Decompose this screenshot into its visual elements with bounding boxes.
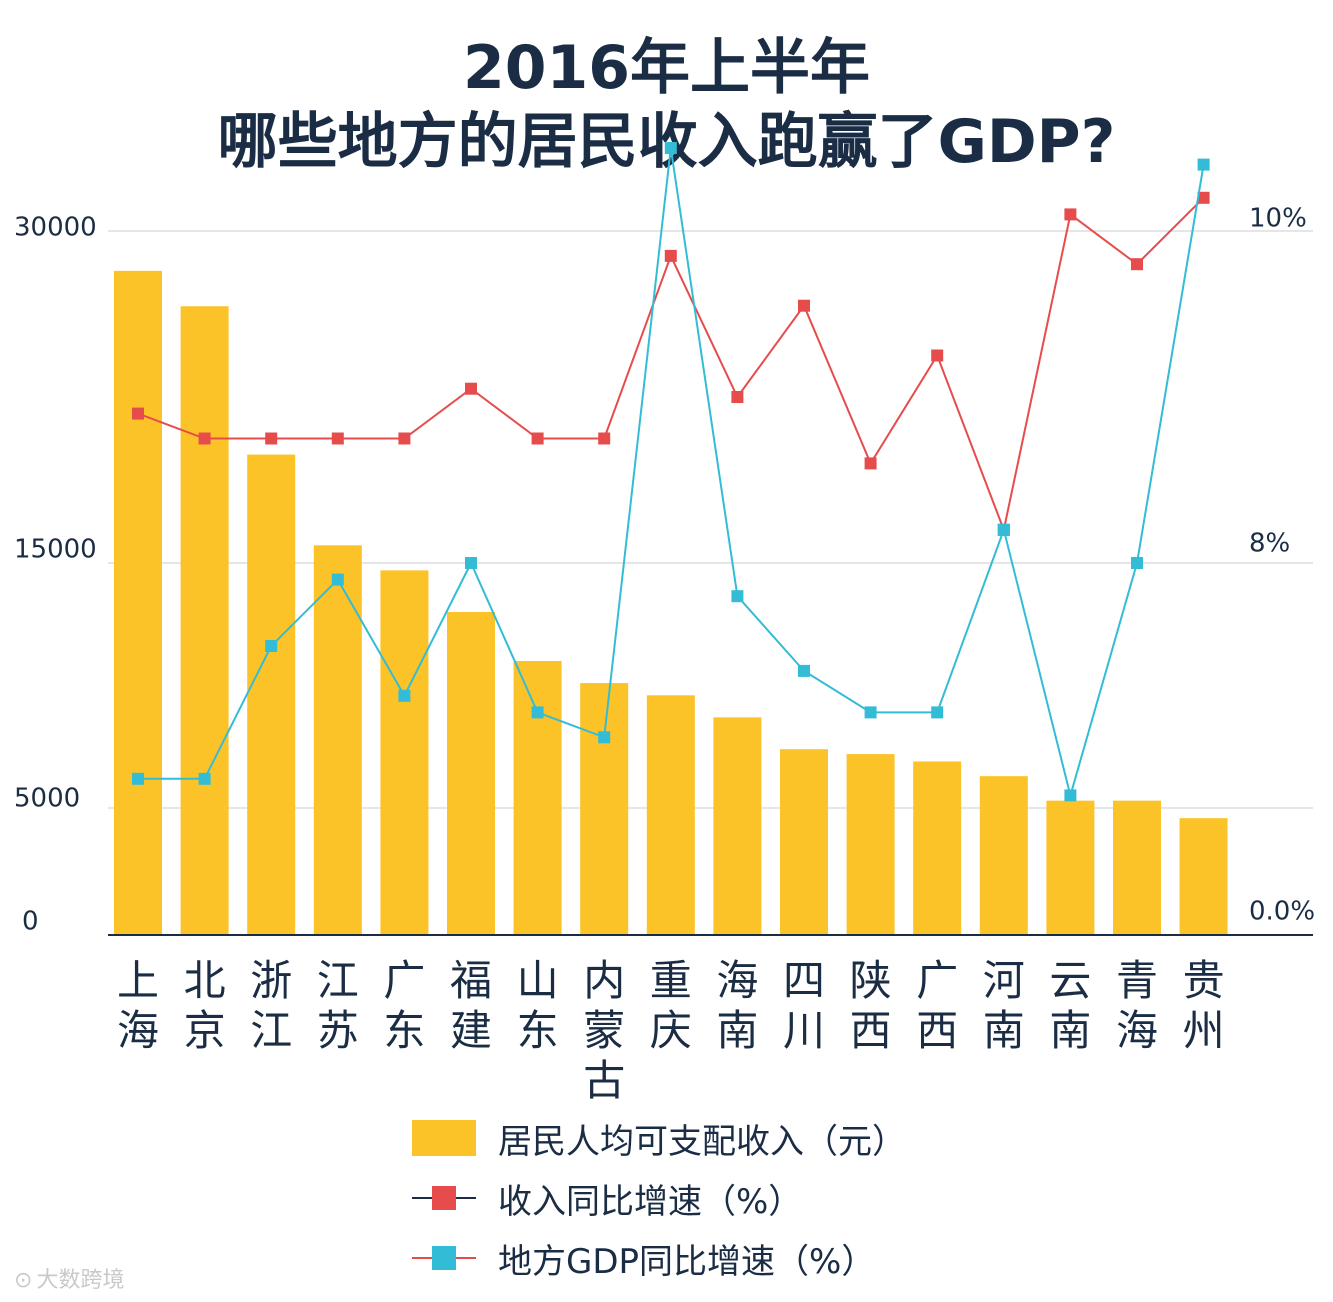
bar-layer: [114, 270, 1228, 936]
category-label: 贵州: [1183, 956, 1225, 1055]
legend: 居民人均可支配收入（元） 收入同比增速（%） 地方GDP同比增速（%）: [412, 1108, 906, 1288]
left-tick-label: 30000: [14, 213, 97, 243]
bar: [979, 776, 1028, 935]
category-label: 重庆: [650, 956, 692, 1055]
legend-blue-marker-swatch: [412, 1240, 476, 1276]
grid-layer: [108, 230, 1313, 809]
line-layer: [132, 142, 1210, 802]
income-growth-marker: [398, 432, 411, 445]
bar: [513, 661, 562, 935]
income-growth-marker: [931, 349, 944, 362]
category-label: 江苏: [317, 956, 359, 1055]
income-growth-marker: [664, 249, 677, 262]
bar: [846, 754, 895, 935]
category-label: 山东: [517, 956, 559, 1055]
right-tick-label: 10%: [1249, 204, 1307, 234]
income-growth-marker: [1064, 208, 1077, 221]
bar: [1046, 800, 1095, 935]
legend-item-gdp-growth[interactable]: 地方GDP同比增速（%）: [412, 1228, 906, 1288]
bar: [1113, 800, 1161, 935]
left-tick-label: 15000: [14, 535, 97, 565]
tick-layer: 0 5000 15000 30000 0.0% 8% 10%: [14, 204, 1315, 937]
income-growth-marker: [198, 432, 211, 445]
bar: [1179, 818, 1228, 935]
income-growth-line: [137, 197, 1205, 534]
legend-red-marker-swatch: [412, 1180, 476, 1216]
chart-title-line-1: 2016年上半年: [463, 33, 870, 103]
bar: [913, 761, 962, 935]
category-label: 福建: [450, 956, 492, 1055]
income-growth-marker: [331, 432, 344, 445]
income-growth-marker: [465, 382, 477, 395]
income-growth-marker: [731, 391, 744, 403]
category-label: 河南: [983, 956, 1025, 1055]
gdp-growth-marker: [798, 664, 810, 677]
right-tick-label: 8%: [1249, 529, 1290, 559]
legend-label-income-growth: 收入同比增速（%）: [498, 1181, 803, 1222]
bar: [180, 306, 229, 936]
bar: [447, 612, 495, 935]
income-growth-marker: [531, 432, 544, 445]
bar: [646, 695, 695, 935]
category-label: 广西: [916, 956, 958, 1055]
gdp-growth-marker: [331, 573, 344, 586]
gdp-growth-marker: [1197, 158, 1210, 171]
category-label: 四川: [783, 956, 825, 1055]
category-label: 内蒙古: [583, 956, 625, 1100]
gdp-growth-marker: [997, 523, 1010, 536]
gdp-growth-marker: [465, 557, 477, 569]
chart-svg: 0 5000 15000 30000 0.0% 8% 10% 上海北京浙江江苏广东福建山东内…: [14, 142, 1315, 1100]
gdp-growth-marker: [198, 772, 211, 785]
bar: [114, 270, 162, 936]
category-label: 青海: [1116, 956, 1158, 1055]
bar: [247, 454, 296, 935]
gdp-growth-marker: [132, 772, 144, 785]
legend-item-income[interactable]: 居民人均可支配收入（元）: [412, 1108, 906, 1168]
income-growth-marker: [132, 407, 144, 420]
gdp-growth-marker: [664, 142, 677, 154]
gdp-growth-marker: [1064, 789, 1077, 802]
income-growth-marker: [798, 299, 810, 312]
bar: [713, 717, 762, 935]
income-growth-marker: [265, 432, 278, 445]
legend-label-gdp-growth: 地方GDP同比增速（%）: [498, 1241, 876, 1282]
watermark-text: 大数跨境: [36, 1268, 125, 1293]
left-tick-label: 0: [22, 907, 39, 937]
income-growth-marker: [864, 457, 877, 470]
category-label: 北京: [184, 956, 226, 1055]
category-label: 上海: [117, 956, 159, 1055]
category-label: 云南: [1049, 956, 1091, 1055]
gdp-growth-marker: [598, 731, 611, 744]
income-growth-marker: [598, 432, 611, 445]
watermark: ⊙ 大数跨境: [14, 1262, 124, 1294]
gdp-growth-marker: [531, 706, 544, 719]
gdp-growth-marker: [864, 706, 877, 719]
right-tick-label: 0.0%: [1249, 897, 1315, 927]
legend-bar-swatch: [412, 1120, 476, 1156]
category-label: 广东: [383, 956, 425, 1055]
income-growth-marker: [1197, 191, 1210, 204]
legend-label-income: 居民人均可支配收入（元）: [498, 1121, 906, 1162]
bar: [313, 545, 362, 935]
gdp-growth-marker: [1131, 557, 1143, 569]
gdp-growth-marker: [398, 689, 411, 702]
bar: [780, 749, 828, 935]
gdp-growth-marker: [931, 706, 944, 719]
logo-icon: ⊙: [14, 1268, 33, 1293]
bar: [580, 683, 629, 935]
left-tick-label: 5000: [14, 784, 80, 814]
category-label: 浙江: [250, 956, 292, 1055]
category-label: 陕西: [850, 956, 892, 1055]
category-label: 海南: [716, 956, 758, 1055]
gdp-growth-marker: [731, 590, 744, 603]
bar: [380, 570, 429, 935]
gdp-growth-marker: [265, 640, 278, 652]
legend-item-income-growth[interactable]: 收入同比增速（%）: [412, 1168, 906, 1228]
income-growth-marker: [1131, 258, 1143, 271]
